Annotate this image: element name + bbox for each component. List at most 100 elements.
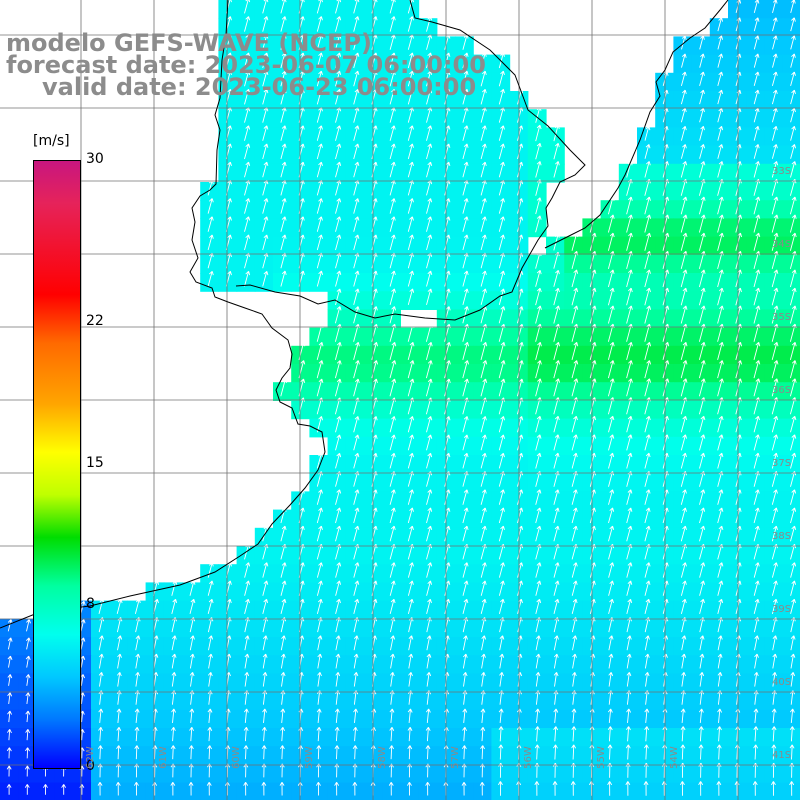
wind-arrow xyxy=(334,763,340,778)
wind-arrow xyxy=(698,708,704,723)
wind-arrow xyxy=(553,525,560,542)
wind-arrow xyxy=(498,288,506,306)
wind-arrow xyxy=(135,635,141,651)
chart-title-forecast-date: forecast date: 2023-06-07 06:00:00 xyxy=(6,51,486,79)
wind-arrow xyxy=(608,598,614,615)
wind-arrow xyxy=(480,726,486,742)
wind-arrow xyxy=(717,653,723,669)
wind-arrow xyxy=(626,653,632,669)
wind-arrow xyxy=(571,269,579,288)
wind-arrow xyxy=(789,360,797,379)
colorbar xyxy=(33,160,81,769)
wind-arrow xyxy=(607,341,615,361)
wind-arrow xyxy=(644,305,652,324)
wind-arrow xyxy=(626,305,633,324)
wind-arrow xyxy=(7,710,13,723)
wind-arrow xyxy=(717,71,724,87)
wind-arrow xyxy=(716,744,722,760)
wind-arrow xyxy=(553,434,560,451)
wind-arrow xyxy=(626,489,633,505)
wind-arrow xyxy=(389,763,394,778)
wind-arrow xyxy=(699,144,706,159)
wind-arrow xyxy=(207,763,212,778)
wind-arrow xyxy=(261,781,267,796)
wind-arrow xyxy=(389,16,396,32)
wind-arrow xyxy=(189,635,195,651)
wind-arrow xyxy=(335,234,342,251)
wind-arrow xyxy=(316,580,323,596)
wind-arrow xyxy=(262,708,268,723)
wind-arrow xyxy=(644,598,651,615)
wind-arrow xyxy=(334,341,342,361)
wind-arrow xyxy=(680,781,685,796)
wind-arrow xyxy=(771,378,779,397)
chart-title-valid-date: valid date: 2023-06-23 06:00:00 xyxy=(42,73,477,101)
wind-arrow xyxy=(644,415,651,433)
wind-arrow xyxy=(753,232,761,251)
longitude-label: 62W xyxy=(84,746,96,769)
wind-arrow xyxy=(480,525,487,542)
wind-arrow xyxy=(244,70,251,87)
wind-arrow xyxy=(25,655,31,668)
wind-arrow xyxy=(753,53,760,68)
wind-arrow xyxy=(790,125,796,141)
wind-arrow xyxy=(698,360,706,379)
wind-arrow xyxy=(571,232,579,251)
wind-arrow xyxy=(607,708,613,723)
wind-arrow xyxy=(389,216,396,232)
wind-arrow xyxy=(480,198,487,214)
wind-arrow xyxy=(335,525,342,542)
wind-arrow xyxy=(699,580,706,596)
wind-arrow xyxy=(189,726,195,742)
wind-arrow xyxy=(207,198,214,214)
wind-arrow xyxy=(244,580,251,596)
wind-arrow xyxy=(207,598,214,615)
wind-arrow xyxy=(553,452,560,469)
wind-arrow xyxy=(262,143,269,160)
wind-arrow xyxy=(316,216,323,232)
wind-arrow xyxy=(698,287,706,306)
longitude-label: 60W xyxy=(230,746,242,769)
wind-arrow xyxy=(244,161,251,178)
wind-arrow xyxy=(426,216,433,232)
wind-arrow xyxy=(352,726,358,742)
wind-arrow xyxy=(535,197,542,215)
wind-arrow xyxy=(626,360,633,379)
wind-arrow xyxy=(790,489,797,505)
wind-arrow xyxy=(407,580,414,596)
wind-arrow xyxy=(389,507,396,524)
wind-arrow xyxy=(316,161,323,178)
wind-arrow xyxy=(134,745,140,760)
wind-arrow xyxy=(480,88,487,105)
latitude-label: 33S xyxy=(772,166,792,177)
wind-arrow xyxy=(353,580,360,596)
wind-arrow xyxy=(426,88,433,105)
wind-arrow xyxy=(25,692,31,704)
wind-arrow xyxy=(498,452,505,469)
wind-arrow xyxy=(480,580,487,596)
wind-arrow xyxy=(498,306,506,324)
wind-arrow xyxy=(316,16,323,32)
wind-arrow xyxy=(480,708,486,723)
wind-arrow xyxy=(480,341,488,361)
wind-arrow xyxy=(425,341,433,361)
wind-arrow xyxy=(498,378,506,397)
wind-arrow xyxy=(462,452,469,469)
wind-arrow xyxy=(607,287,615,306)
wind-arrow xyxy=(717,107,724,123)
wind-arrow xyxy=(334,378,342,397)
wind-arrow xyxy=(371,360,379,379)
wind-arrow xyxy=(335,216,342,232)
wind-arrow xyxy=(407,125,414,141)
wind-arrow xyxy=(498,562,505,578)
wind-arrow xyxy=(335,635,341,651)
wind-arrow xyxy=(680,708,686,723)
wind-arrow xyxy=(535,489,542,505)
wind-arrow xyxy=(353,288,360,306)
wind-arrow xyxy=(535,360,542,379)
wind-arrow xyxy=(444,288,451,306)
wind-arrow xyxy=(335,507,342,524)
wind-arrow xyxy=(607,726,613,742)
wind-arrow xyxy=(353,143,360,160)
